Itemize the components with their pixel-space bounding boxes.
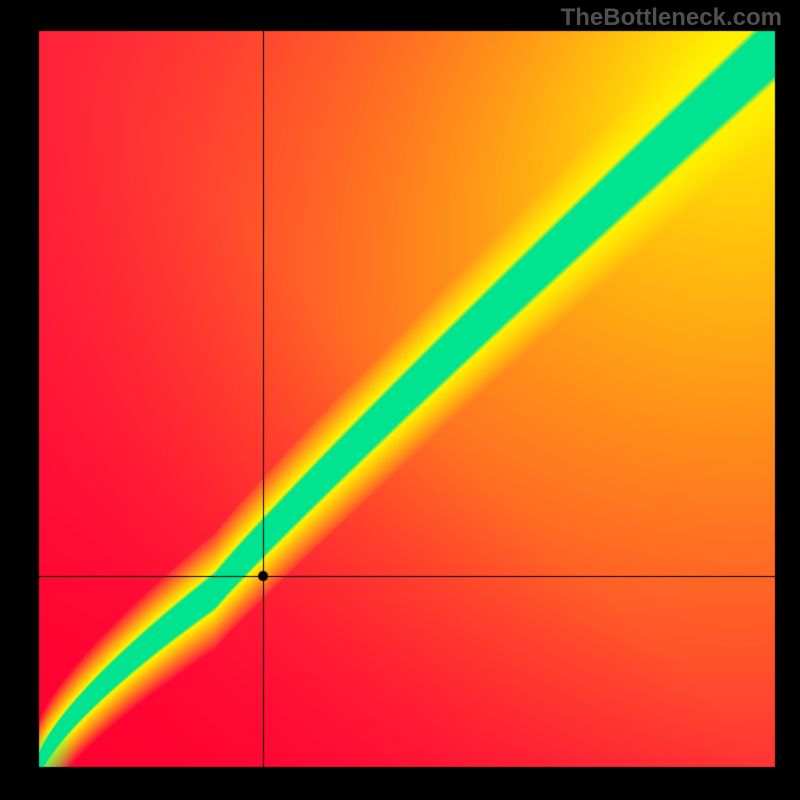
heatmap-canvas xyxy=(0,0,800,800)
chart-container: TheBottleneck.com xyxy=(0,0,800,800)
watermark-text: TheBottleneck.com xyxy=(561,4,782,32)
